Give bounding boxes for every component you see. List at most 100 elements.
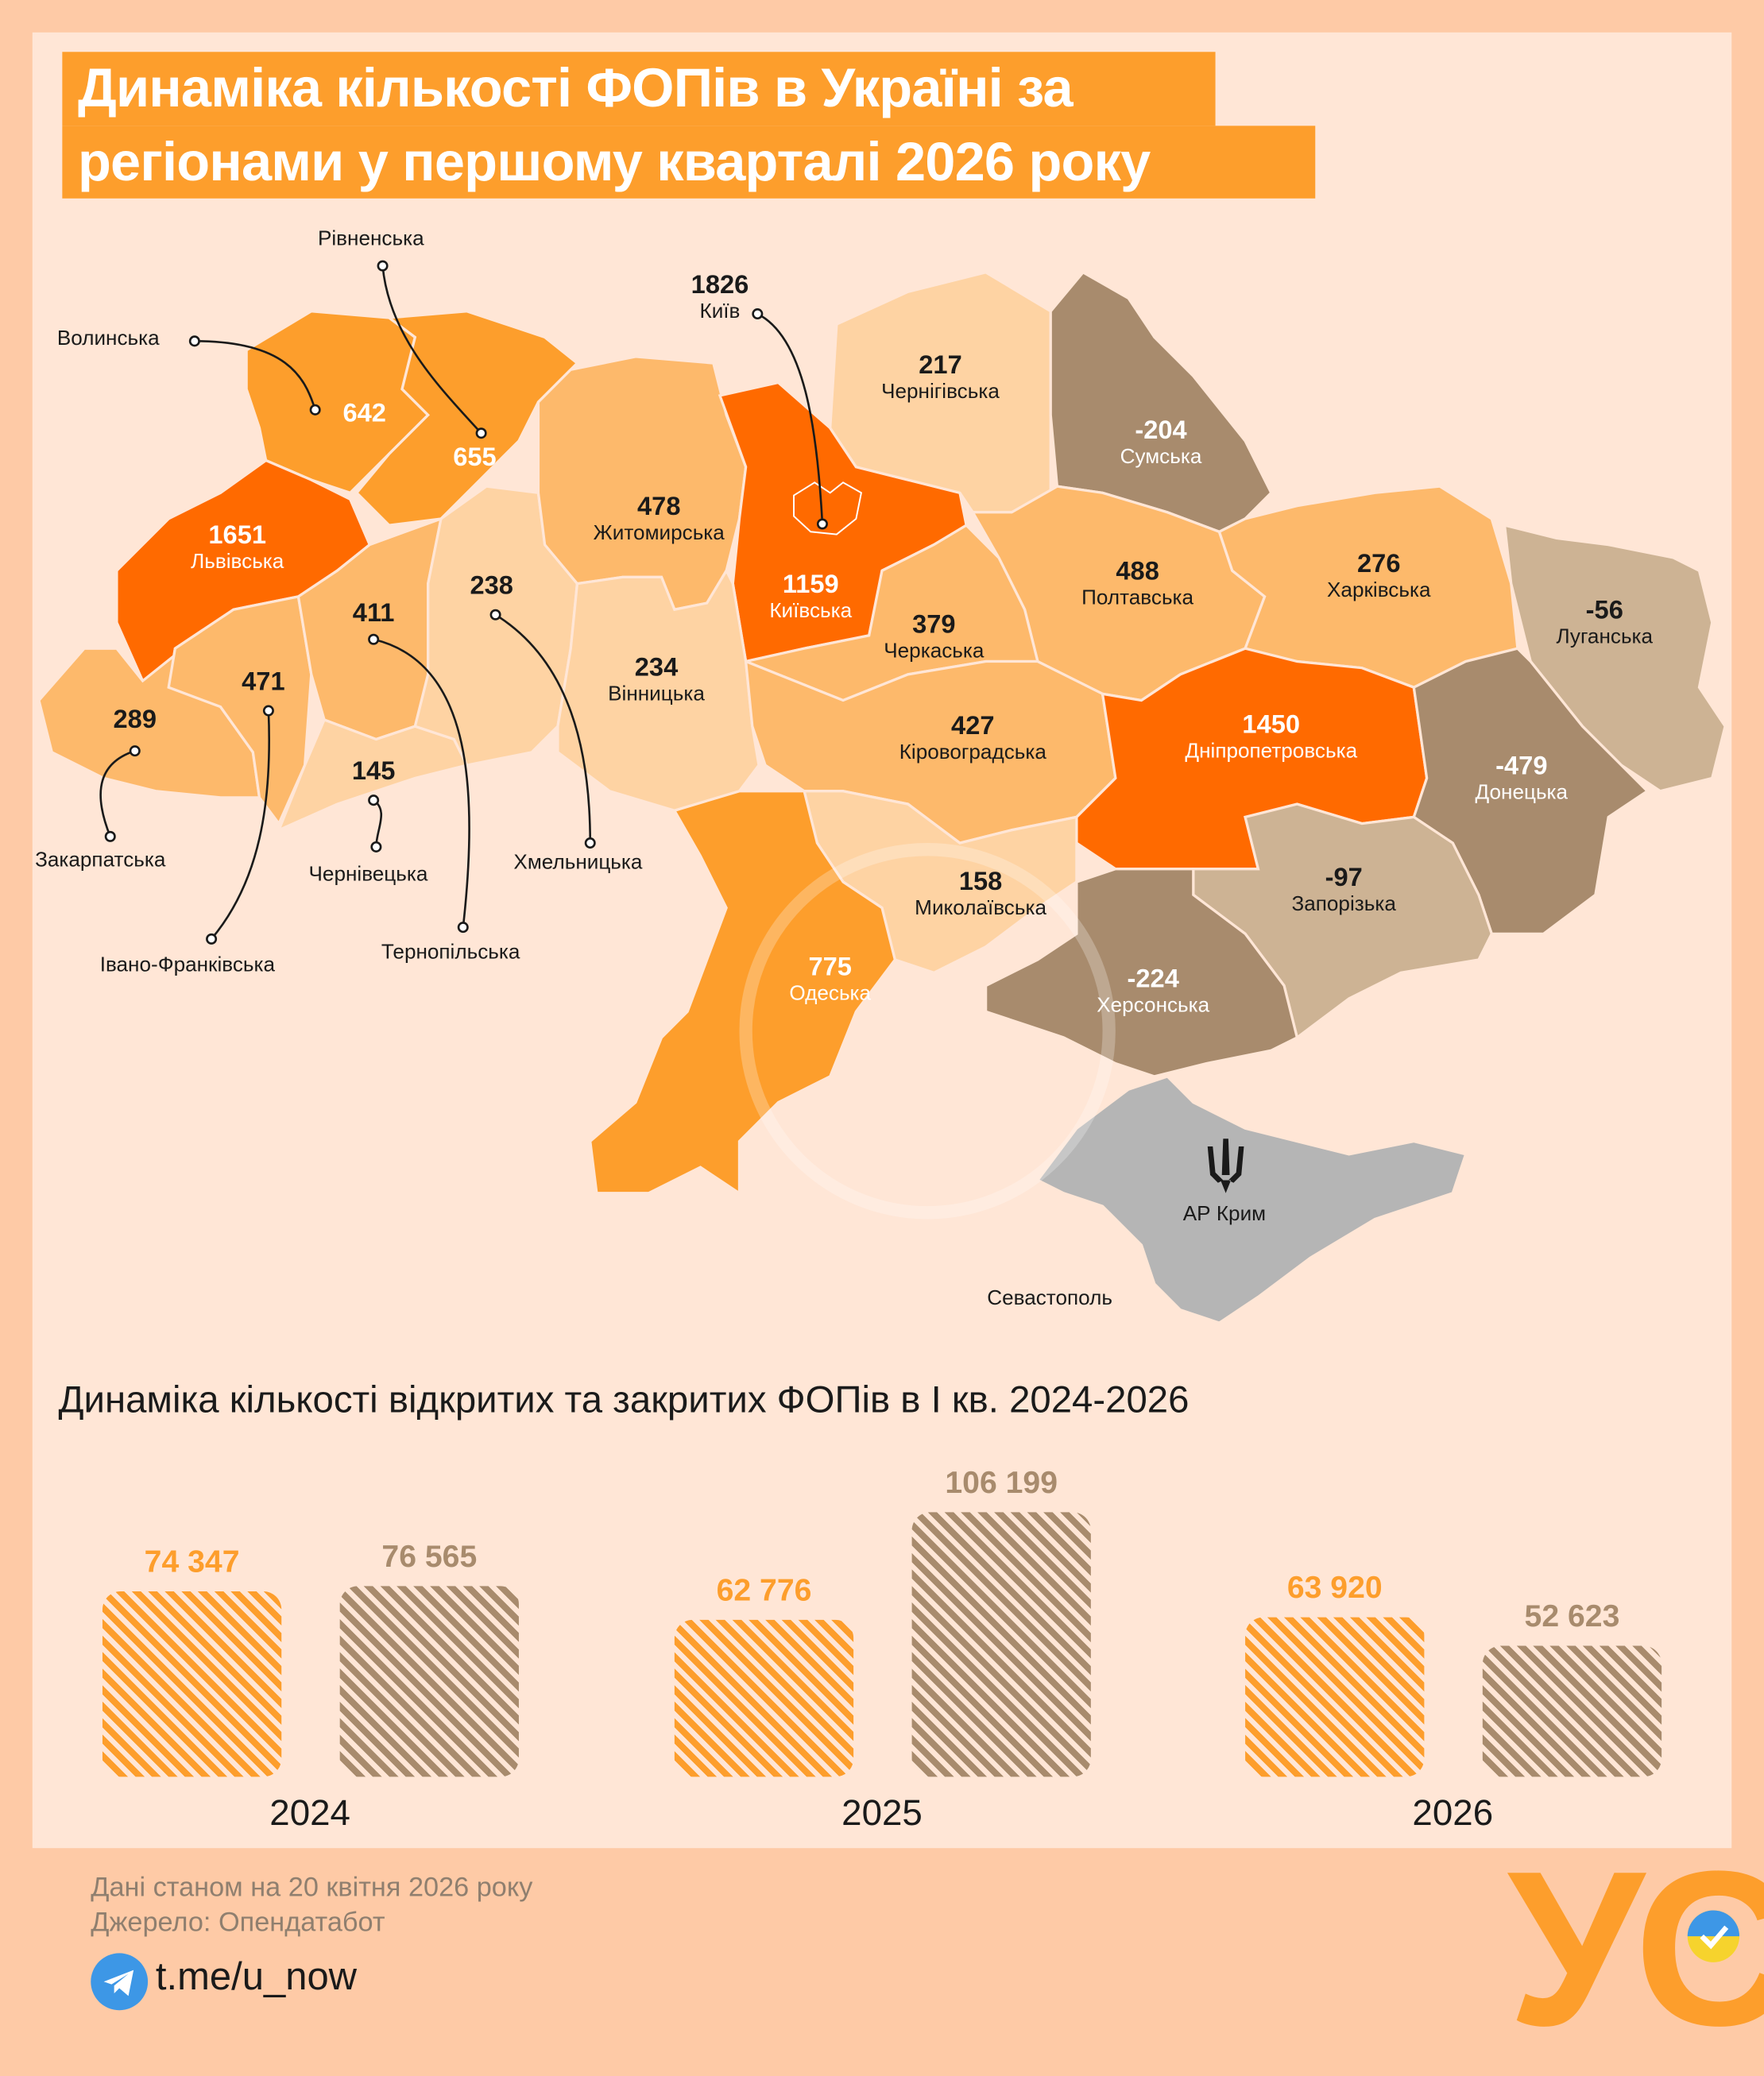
region-name: Херсонська (1097, 995, 1210, 1017)
name-ivanofrankivska: Івано-Франківська (99, 954, 276, 977)
callout-dot (104, 830, 116, 842)
bar-closed-2025 (911, 1512, 1091, 1777)
verified-badge-icon (1687, 1910, 1740, 1962)
telegram-icon[interactable] (91, 1953, 149, 2011)
region-value: 427 (951, 712, 995, 741)
name-sevastopol: Севастополь (987, 1287, 1112, 1310)
callout-dot (262, 705, 274, 717)
label-khmelnytska: 238 (470, 572, 513, 601)
name-crimea: АР Крим (1182, 1203, 1267, 1226)
callout-line (211, 710, 271, 940)
callout-dot (377, 260, 389, 272)
region-value: 478 (637, 493, 681, 522)
bar-opened-2026 (1245, 1617, 1425, 1777)
callout-dot (752, 308, 764, 320)
bar-closed-2026 (1482, 1645, 1662, 1777)
label-kyiv: 1826 Київ (691, 271, 749, 326)
callout-dot (457, 922, 469, 934)
region-value: 158 (958, 868, 1003, 896)
region-value: 471 (242, 667, 285, 697)
region-value: -204 (1135, 416, 1187, 445)
region-name: Київська (769, 600, 853, 623)
label-poltavska: 488 Полтавська (1081, 558, 1193, 613)
region-name: Черкаська (884, 640, 985, 663)
callout-line (381, 265, 482, 435)
region-value: 642 (342, 399, 386, 428)
bar-closed-2024 (339, 1586, 519, 1777)
callout-line (99, 749, 136, 837)
region-name: Житомирська (593, 522, 725, 545)
region-name: Київ (699, 300, 741, 323)
bar-value-label: 106 199 (945, 1465, 1058, 1501)
label-ivanofrankivska: 471 (242, 668, 284, 697)
region-name: Полтавська (1081, 587, 1194, 610)
region-value: 238 (470, 571, 513, 601)
region-name: Львівська (191, 551, 284, 574)
callout-dot (368, 794, 380, 806)
callout-dot (584, 837, 596, 849)
callout-line (494, 613, 592, 844)
watermark-icon (739, 843, 1116, 1220)
callout-dot (368, 633, 380, 645)
region-value: 234 (634, 653, 679, 682)
bar-opened-2024 (102, 1591, 282, 1777)
region-value: 411 (352, 599, 395, 628)
region-name: Кіровоградська (899, 741, 1046, 764)
callout-dot (309, 404, 321, 416)
label-chernivetska: 145 (352, 757, 395, 786)
label-chernihivska: 217 Чернігівська (881, 351, 1000, 406)
page-title-line2: регіонами у першому кварталі 2026 року (62, 126, 1316, 199)
region-value: 289 (113, 706, 157, 734)
data-source: Джерело: Опендатабот (91, 1908, 385, 1938)
label-kharkivska: 276 Харківська (1327, 550, 1430, 605)
region-value: 1826 (691, 271, 749, 300)
name-zakarpatska: Закарпатська (35, 849, 166, 872)
label-sumska: -204 Сумська (1120, 416, 1202, 471)
region-value: 655 (453, 443, 497, 473)
region-kyiv[interactable] (793, 481, 863, 535)
telegram-link[interactable]: t.me/u_now (155, 1955, 358, 1999)
region-value: 217 (919, 351, 962, 381)
label-ternopilska: 411 (353, 599, 395, 628)
label-luhanska: -56 Луганська (1556, 597, 1653, 651)
bar-value-label: 76 565 (381, 1539, 478, 1575)
region-name: Чернігівська (881, 381, 1000, 404)
region-value: 488 (1116, 557, 1159, 586)
name-chernivetska: Чернівецька (308, 864, 428, 886)
label-zhytomyrska: 478 Житомирська (594, 493, 725, 547)
callout-line (194, 340, 316, 411)
label-rivnenska: 655 (453, 443, 496, 472)
trident-icon (1207, 1139, 1244, 1193)
region-value: 145 (351, 757, 396, 787)
region-value: -56 (1585, 596, 1623, 625)
region-value: 1159 (782, 570, 839, 600)
label-zakarpatska: 289 (114, 706, 157, 734)
label-kyivska: 1159 Київська (769, 570, 852, 625)
region-khersonska[interactable] (984, 868, 1299, 1078)
region-value: -97 (1325, 864, 1363, 893)
bar-value-label: 63 920 (1286, 1571, 1383, 1606)
label-kirovohradska: 427 Кіровоградська (899, 712, 1046, 767)
callout-dot (475, 427, 487, 439)
bar-opened-2025 (674, 1620, 854, 1777)
name-volynska: Волинська (56, 327, 160, 350)
label-cherkaska: 379 Черкаська (884, 611, 984, 666)
region-odeska[interactable] (589, 790, 897, 1196)
region-zhytomyrska[interactable] (536, 355, 748, 612)
callout-dot (816, 518, 828, 530)
year-label: 2025 (841, 1792, 923, 1833)
region-name: Вінницька (608, 683, 705, 706)
region-value: -479 (1495, 752, 1548, 781)
region-name: Дніпропетровська (1185, 740, 1358, 763)
region-name: Сумська (1120, 446, 1202, 469)
callout-dot (129, 745, 141, 757)
label-donetska: -479 Донецька (1476, 752, 1569, 807)
region-name: Миколаївська (915, 897, 1047, 920)
region-value: 379 (912, 610, 956, 640)
callout-line (373, 799, 382, 847)
bar-value-label: 62 776 (716, 1573, 812, 1609)
callout-dot (370, 841, 382, 852)
region-crimea[interactable] (1035, 1075, 1468, 1324)
label-vinnytska: 234 Вінницька (608, 654, 705, 709)
region-value: 775 (808, 953, 852, 982)
